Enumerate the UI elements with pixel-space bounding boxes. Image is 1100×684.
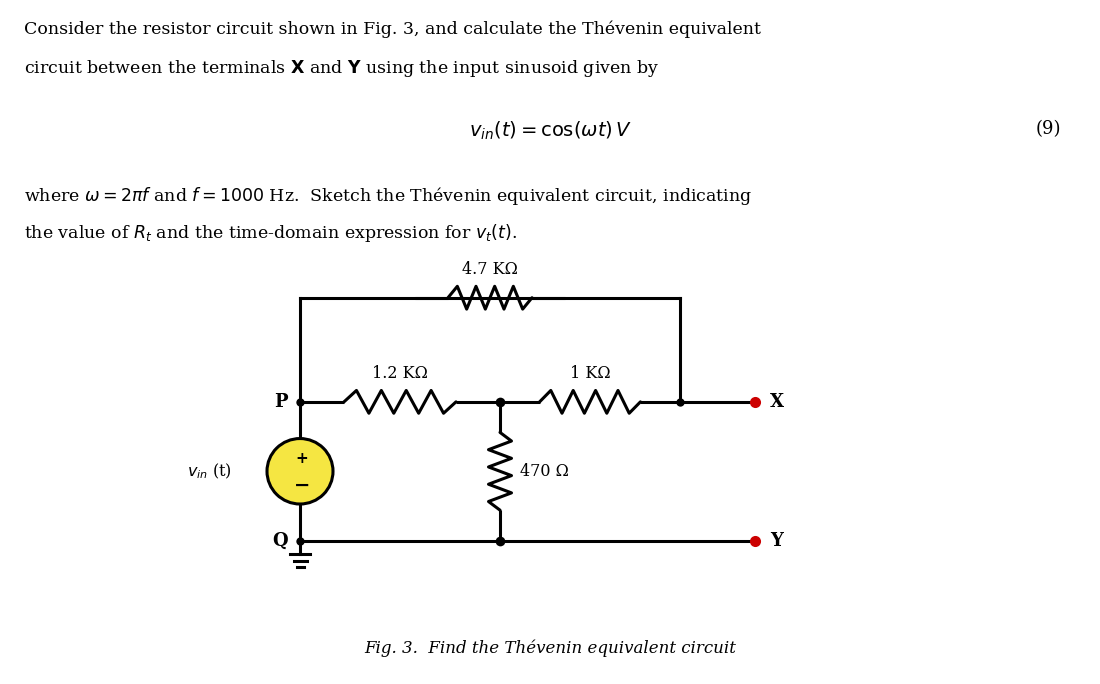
- Text: $v_{in}$ (t): $v_{in}$ (t): [187, 462, 232, 481]
- Text: P: P: [274, 393, 288, 411]
- Text: X: X: [770, 393, 784, 411]
- Text: (9): (9): [1036, 120, 1062, 137]
- Text: −: −: [294, 475, 310, 495]
- Text: 470 Ω: 470 Ω: [520, 463, 569, 479]
- Text: Y: Y: [770, 531, 783, 550]
- Text: Q: Q: [273, 531, 288, 550]
- Text: Consider the resistor circuit shown in Fig. 3, and calculate the Thévenin equiva: Consider the resistor circuit shown in F…: [24, 21, 761, 38]
- Circle shape: [267, 438, 333, 504]
- Text: circuit between the terminals $\mathbf{X}$ and $\mathbf{Y}$ using the input sinu: circuit between the terminals $\mathbf{X…: [24, 58, 660, 79]
- Text: Fig. 3.  Find the Thévenin equivalent circuit: Fig. 3. Find the Thévenin equivalent cir…: [364, 639, 736, 657]
- Text: the value of $R_t$ and the time-domain expression for $v_t(t)$.: the value of $R_t$ and the time-domain e…: [24, 222, 517, 244]
- Text: where $\omega = 2\pi f$ and $f = 1000$ Hz.  Sketch the Thévenin equivalent circu: where $\omega = 2\pi f$ and $f = 1000$ H…: [24, 185, 752, 207]
- Text: $v_{in}(t) = \cos(\omega t)\, V$: $v_{in}(t) = \cos(\omega t)\, V$: [469, 120, 631, 142]
- Text: 1.2 KΩ: 1.2 KΩ: [372, 365, 428, 382]
- Text: 1 KΩ: 1 KΩ: [570, 365, 611, 382]
- Text: +: +: [296, 451, 308, 466]
- Text: 4.7 KΩ: 4.7 KΩ: [462, 261, 518, 278]
